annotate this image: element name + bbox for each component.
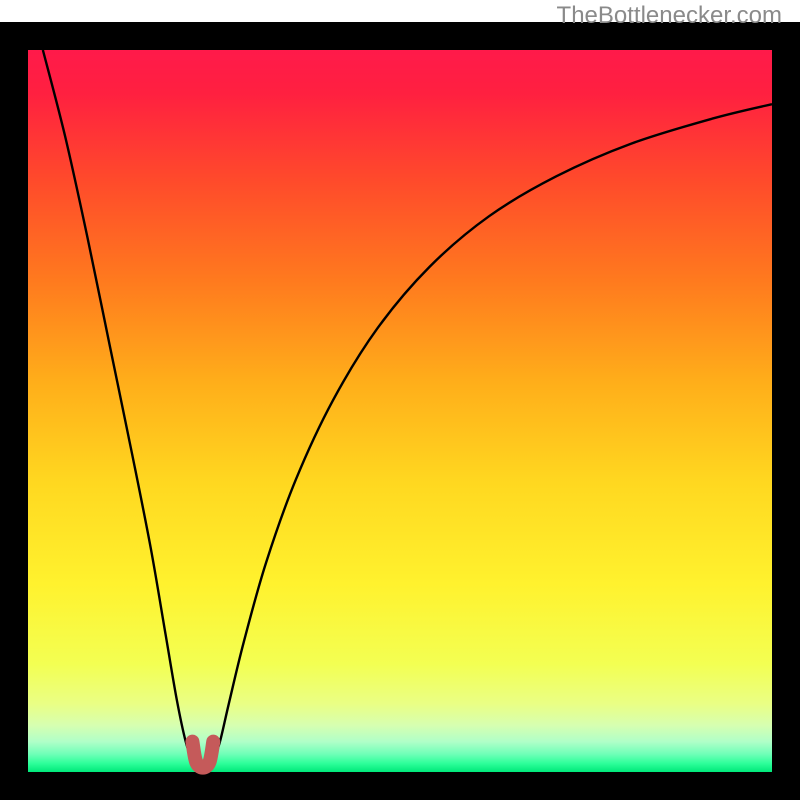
trough-marker <box>192 742 213 768</box>
curve-left-branch <box>43 50 193 760</box>
chart-svg-layer <box>0 0 800 800</box>
curve-right-branch <box>213 104 772 760</box>
watermark-text: TheBottlenecker.com <box>557 2 782 30</box>
